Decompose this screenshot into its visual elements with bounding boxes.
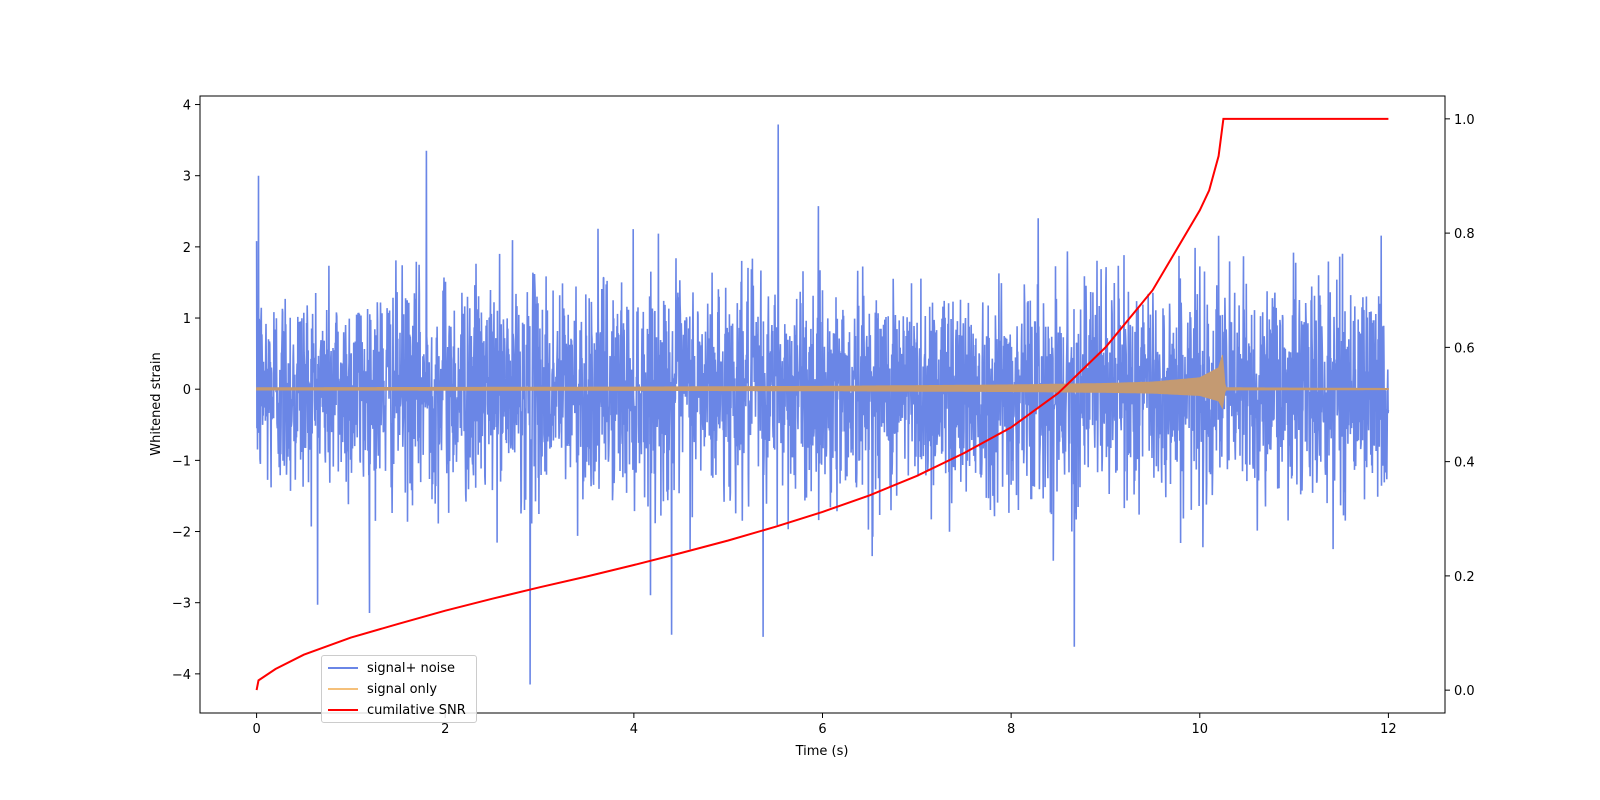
y2-tick-label: 1.0 [1454, 113, 1475, 128]
x-tick-label: 6 [818, 722, 826, 737]
y-tick-label: −3 [172, 597, 191, 612]
x-tick-label: 12 [1380, 722, 1397, 737]
y2-tick-label: 0.6 [1454, 341, 1475, 356]
plot-area-frame [199, 95, 1446, 714]
y2-tick-label: 0.2 [1454, 570, 1475, 585]
y-axis-label: Whitened strain [149, 352, 164, 455]
legend-item-signal-only: signal only [328, 680, 437, 698]
x-tick-label: 10 [1191, 722, 1208, 737]
y-tick-label: 1 [183, 312, 191, 327]
y-tick-label: −1 [172, 454, 191, 469]
x-tick-label: 8 [1007, 722, 1015, 737]
legend-label-signal-only: signal only [367, 681, 438, 697]
y-tick-label: −4 [172, 668, 191, 683]
legend-label-cumulative-snr: cumilative SNR [367, 702, 466, 718]
legend-item-cumulative-snr: cumilative SNR [328, 701, 466, 719]
y-tick-label: 2 [183, 241, 191, 256]
y-tick-label: 0 [183, 383, 191, 398]
legend-label-signal-noise: signal+ noise [367, 660, 456, 676]
y2-tick-label: 0.4 [1454, 456, 1475, 471]
y-tick-label: −2 [172, 526, 191, 541]
legend: signal+ noise signal only cumilative SNR [321, 655, 477, 723]
legend-swatch-signal-only [328, 688, 358, 690]
y2-tick-label: 0.0 [1454, 684, 1475, 699]
x-tick-label: 2 [441, 722, 449, 737]
x-axis-label: Time (s) [795, 744, 849, 759]
series-line-signal-noise [255, 124, 1390, 685]
x-tick-label: 4 [630, 722, 638, 737]
y-tick-label: 3 [183, 170, 191, 185]
legend-item-signal-noise: signal+ noise [328, 659, 455, 677]
series-line-cumulative-snr [255, 117, 1389, 691]
y-tick-label: 4 [183, 99, 191, 114]
y2-tick-label: 0.8 [1454, 227, 1475, 242]
x-tick-label: 0 [252, 722, 260, 737]
legend-swatch-cumulative-snr [328, 709, 358, 711]
legend-swatch-signal-noise [328, 667, 358, 669]
series-line-signal-only [256, 354, 1389, 410]
